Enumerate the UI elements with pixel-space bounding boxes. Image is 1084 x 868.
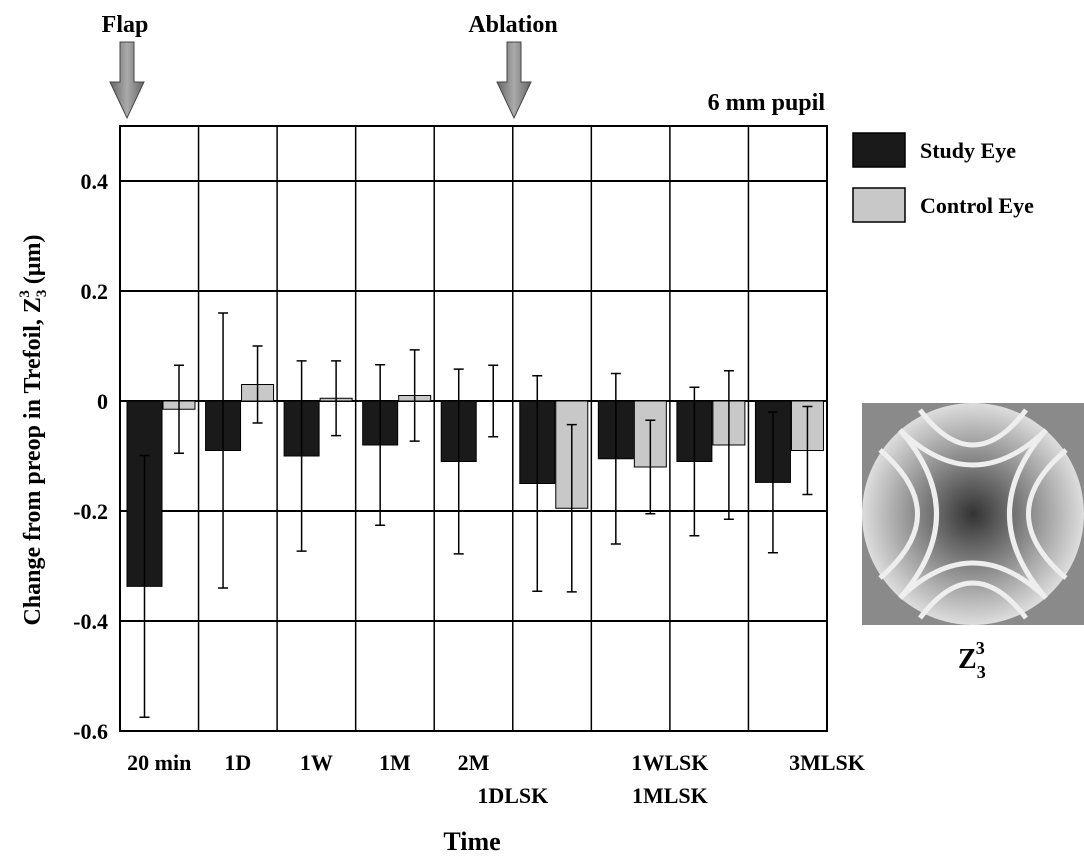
- error-bar: [767, 411, 778, 554]
- error-bar: [802, 405, 813, 496]
- x-tick-label: 1WLSK: [631, 750, 708, 775]
- x-tick-label: 20 min: [127, 750, 191, 775]
- legend-swatch: [852, 187, 906, 223]
- inset-image: [862, 403, 1084, 625]
- y-label-text: Change from preop in Trefoil, Z: [20, 297, 46, 625]
- x-tick-label: 1MLSK: [632, 783, 708, 808]
- arrow: [496, 41, 532, 120]
- x-tick-label: 1DLSK: [477, 783, 548, 808]
- legend-label: Study Eye: [920, 138, 1016, 163]
- error-bar: [218, 312, 229, 589]
- legend-label: Control Eye: [920, 193, 1034, 218]
- error-bar: [645, 419, 656, 515]
- x-tick-label: 1W: [300, 750, 333, 775]
- y-tick-label: -0.2: [73, 499, 108, 524]
- legend-swatch: [852, 132, 906, 168]
- error-bar: [453, 368, 464, 555]
- x-axis-label: Time: [443, 827, 500, 856]
- error-bar: [689, 386, 700, 537]
- chart-title: 6 mm pupil: [708, 90, 826, 116]
- annotation: Ablation: [468, 12, 557, 38]
- inset-label-sub: 3: [977, 662, 986, 682]
- error-bar: [532, 374, 543, 593]
- plot-frame: [119, 125, 828, 732]
- error-bar: [296, 360, 307, 552]
- x-tick-label: 1D: [224, 750, 251, 775]
- inset-label-sup: 3: [976, 638, 985, 658]
- y-tick-label: 0.4: [81, 169, 109, 194]
- error-bar: [375, 363, 386, 527]
- annotation: Flap: [102, 12, 149, 38]
- x-tick-label: 3MLSK: [789, 750, 865, 775]
- x-tick-label: 2M: [458, 750, 490, 775]
- inset-label: Z3 3: [958, 638, 986, 682]
- inset-label-text: Z: [958, 644, 977, 675]
- error-bar: [252, 345, 263, 424]
- y-label-sub: 3: [34, 290, 50, 298]
- y-tick-label: -0.6: [73, 719, 108, 744]
- error-bar: [566, 423, 577, 593]
- y-tick-label: -0.4: [73, 609, 108, 634]
- error-bar: [488, 364, 499, 438]
- y-tick-label: 0.2: [81, 279, 109, 304]
- y-label-unit: (μm): [20, 234, 46, 290]
- error-bar: [610, 372, 621, 545]
- error-bar: [409, 349, 420, 442]
- error-bar: [723, 370, 734, 520]
- y-tick-label: 0: [97, 389, 108, 414]
- y-axis-label: Change from preop in Trefoil, Z33 (μm): [17, 234, 50, 625]
- error-bar: [331, 360, 342, 437]
- error-bar: [174, 364, 184, 454]
- error-bar: [139, 454, 150, 718]
- y-label-sup: 3: [17, 290, 33, 298]
- arrow: [109, 41, 145, 120]
- x-tick-label: 1M: [379, 750, 411, 775]
